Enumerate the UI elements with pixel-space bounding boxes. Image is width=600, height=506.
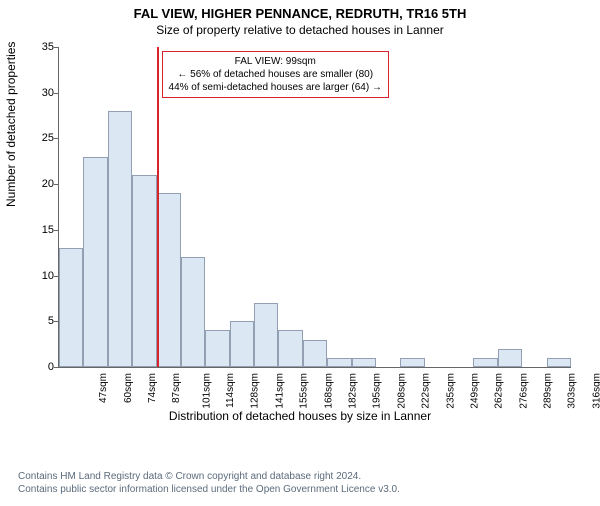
histogram-bar <box>132 175 156 367</box>
histogram-bar <box>108 111 132 367</box>
y-tick-label: 5 <box>14 315 54 327</box>
x-tick-label: 128sqm <box>250 373 261 409</box>
x-tick-label: 222sqm <box>421 373 432 409</box>
histogram-bar <box>254 303 278 367</box>
x-tick-label: 141sqm <box>274 373 285 409</box>
y-tick-mark <box>54 367 58 368</box>
x-tick-label: 303sqm <box>567 373 578 409</box>
y-tick-mark <box>54 276 58 277</box>
footer-line1: Contains HM Land Registry data © Crown c… <box>18 470 400 483</box>
footer-line2: Contains public sector information licen… <box>18 483 400 496</box>
chart-title: FAL VIEW, HIGHER PENNANCE, REDRUTH, TR16… <box>0 6 600 21</box>
histogram-bar <box>473 358 497 367</box>
x-tick-label: 208sqm <box>396 373 407 409</box>
y-tick-mark <box>54 47 58 48</box>
reference-line <box>157 47 159 367</box>
x-tick-label: 47sqm <box>98 373 109 403</box>
y-tick-mark <box>54 138 58 139</box>
y-tick-label: 15 <box>14 224 54 236</box>
histogram-bar <box>230 321 254 367</box>
x-tick-label: 114sqm <box>225 373 236 408</box>
x-tick-label: 182sqm <box>348 373 359 409</box>
y-tick-label: 0 <box>14 361 54 373</box>
annotation-box: FAL VIEW: 99sqm← 56% of detached houses … <box>162 51 389 98</box>
y-tick-label: 35 <box>14 41 54 53</box>
x-tick-label: 101sqm <box>201 373 212 409</box>
histogram-bar <box>205 330 229 367</box>
x-tick-label: 87sqm <box>171 373 182 403</box>
x-tick-label: 262sqm <box>494 373 505 409</box>
anno-line2: ← 56% of detached houses are smaller (80… <box>169 68 382 81</box>
histogram-bar <box>83 157 107 367</box>
x-tick-label: 249sqm <box>469 373 480 409</box>
x-tick-label: 168sqm <box>323 373 334 409</box>
histogram-bar <box>400 358 424 367</box>
plot-wrap: Number of detached properties Distributi… <box>0 37 600 427</box>
y-tick-label: 20 <box>14 178 54 190</box>
histogram-bar <box>157 193 181 367</box>
y-tick-label: 30 <box>14 87 54 99</box>
anno-line1: FAL VIEW: 99sqm <box>169 55 382 68</box>
x-tick-label: 235sqm <box>445 373 456 409</box>
x-tick-label: 74sqm <box>147 373 158 403</box>
x-tick-label: 289sqm <box>543 373 554 409</box>
histogram-bar <box>352 358 376 367</box>
histogram-bar <box>547 358 571 367</box>
x-tick-label: 316sqm <box>591 373 600 409</box>
histogram-bar <box>303 340 327 367</box>
y-tick-mark <box>54 184 58 185</box>
x-tick-label: 276sqm <box>518 373 529 409</box>
histogram-bar <box>181 257 205 367</box>
histogram-bar <box>59 248 83 367</box>
chart-subtitle: Size of property relative to detached ho… <box>0 23 600 37</box>
y-tick-mark <box>54 230 58 231</box>
x-axis-label: Distribution of detached houses by size … <box>0 409 600 423</box>
y-tick-label: 10 <box>14 270 54 282</box>
y-tick-mark <box>54 321 58 322</box>
histogram-bar <box>327 358 351 367</box>
histogram-bar <box>498 349 522 367</box>
x-tick-label: 60sqm <box>123 373 134 403</box>
x-tick-label: 155sqm <box>299 373 310 409</box>
y-tick-label: 25 <box>14 132 54 144</box>
x-tick-label: 195sqm <box>372 373 383 409</box>
footer-attribution: Contains HM Land Registry data © Crown c… <box>18 470 400 496</box>
histogram-bar <box>278 330 302 367</box>
y-tick-mark <box>54 93 58 94</box>
anno-line3: 44% of semi-detached houses are larger (… <box>169 81 382 94</box>
